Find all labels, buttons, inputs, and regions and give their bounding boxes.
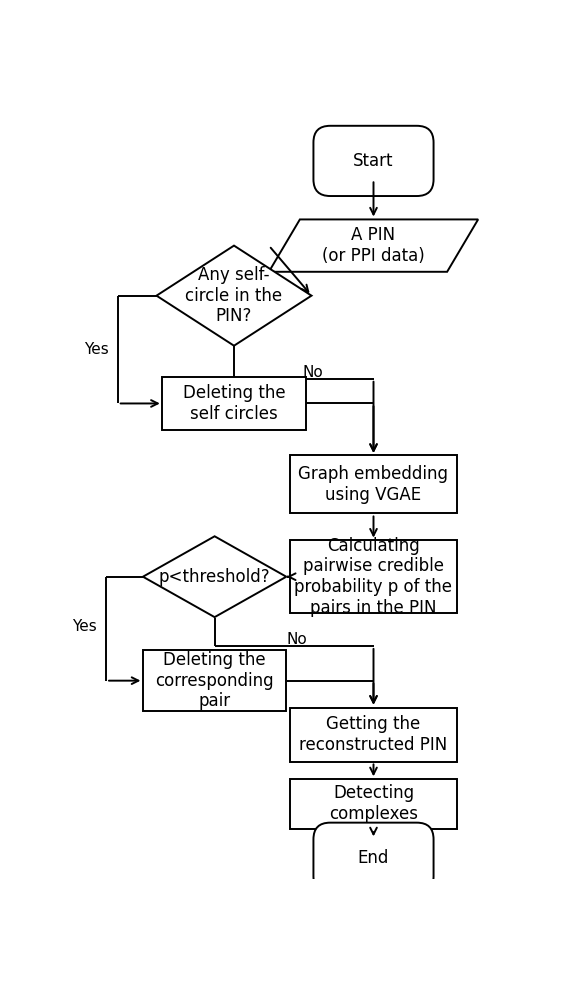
Text: Deleting the
corresponding
pair: Deleting the corresponding pair xyxy=(155,651,274,710)
Bar xyxy=(162,376,306,431)
Text: End: End xyxy=(358,849,389,866)
Text: Detecting
complexes: Detecting complexes xyxy=(329,784,418,823)
Bar xyxy=(290,455,457,513)
Text: Yes: Yes xyxy=(72,619,97,634)
Bar xyxy=(290,779,457,829)
Bar xyxy=(290,540,457,614)
Text: Graph embedding
using VGAE: Graph embedding using VGAE xyxy=(299,465,449,504)
Text: No: No xyxy=(302,366,323,380)
Polygon shape xyxy=(269,219,478,272)
FancyBboxPatch shape xyxy=(314,125,434,196)
Polygon shape xyxy=(143,536,286,618)
Text: Any self-
circle in the
PIN?: Any self- circle in the PIN? xyxy=(185,266,283,325)
Bar xyxy=(143,650,286,711)
Text: p<threshold?: p<threshold? xyxy=(159,568,270,586)
FancyBboxPatch shape xyxy=(314,823,434,893)
Text: Deleting the
self circles: Deleting the self circles xyxy=(183,384,286,423)
Text: Start: Start xyxy=(353,152,394,170)
Bar xyxy=(290,707,457,762)
Text: Calculating
pairwise credible
probability p of the
pairs in the PIN: Calculating pairwise credible probabilit… xyxy=(295,536,453,617)
Polygon shape xyxy=(157,246,311,346)
Text: Yes: Yes xyxy=(84,342,108,357)
Text: Getting the
reconstructed PIN: Getting the reconstructed PIN xyxy=(299,715,447,754)
Text: A PIN
(or PPI data): A PIN (or PPI data) xyxy=(322,226,425,265)
Text: No: No xyxy=(287,632,307,647)
